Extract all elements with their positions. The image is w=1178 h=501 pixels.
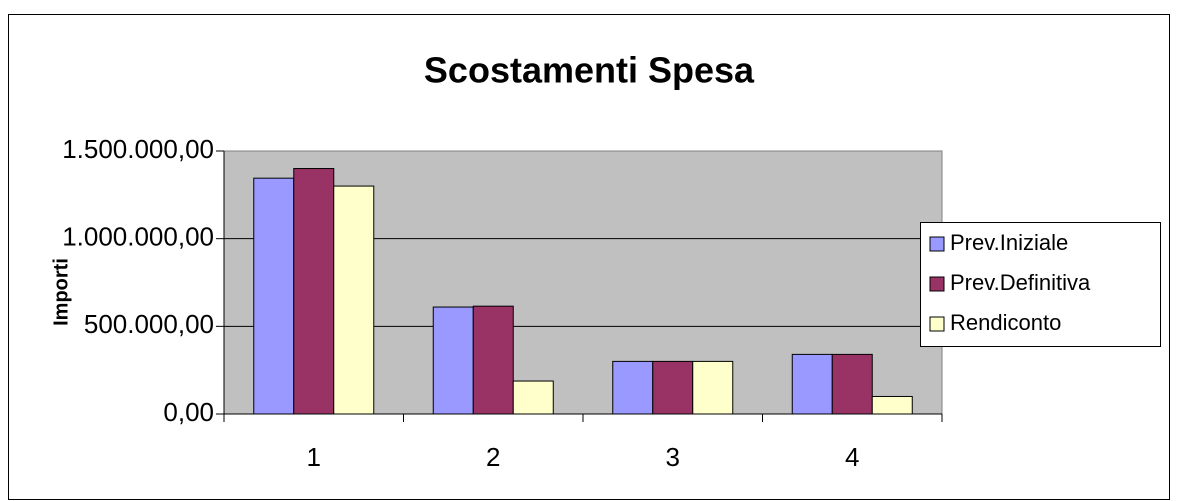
bar — [612, 360, 654, 415]
y-tick-label: 0,00 — [163, 397, 214, 427]
bar — [253, 177, 295, 415]
bar — [831, 353, 873, 415]
x-tick-label: 1 — [307, 442, 321, 472]
bar — [652, 360, 694, 415]
bar — [293, 168, 335, 415]
y-axis-label: Importi — [50, 258, 72, 326]
bar — [432, 306, 474, 415]
legend-swatch — [929, 276, 945, 292]
legend: Prev.Iniziale Prev.Definitiva Rendiconto — [920, 222, 1161, 347]
legend-label: Prev.Definitiva — [950, 270, 1091, 295]
bar — [692, 360, 734, 415]
bar — [472, 305, 514, 415]
x-tick-label: 4 — [845, 442, 859, 472]
x-tick-label: 3 — [666, 442, 680, 472]
bar — [871, 395, 913, 415]
bar — [333, 185, 375, 415]
legend-box — [920, 222, 1161, 347]
bar — [512, 380, 554, 415]
legend-swatch — [929, 236, 945, 252]
y-tick-label: 1.500.000,00 — [62, 134, 214, 164]
x-tick-label: 2 — [486, 442, 500, 472]
chart-title: Scostamenti Spesa — [424, 50, 755, 91]
y-tick-label: 500.000,00 — [84, 309, 214, 339]
legend-label: Prev.Iniziale — [950, 230, 1068, 255]
bar — [791, 353, 833, 415]
legend-swatch — [929, 316, 945, 332]
y-tick-label: 1.000.000,00 — [62, 222, 214, 252]
legend-label: Rendiconto — [950, 310, 1061, 335]
